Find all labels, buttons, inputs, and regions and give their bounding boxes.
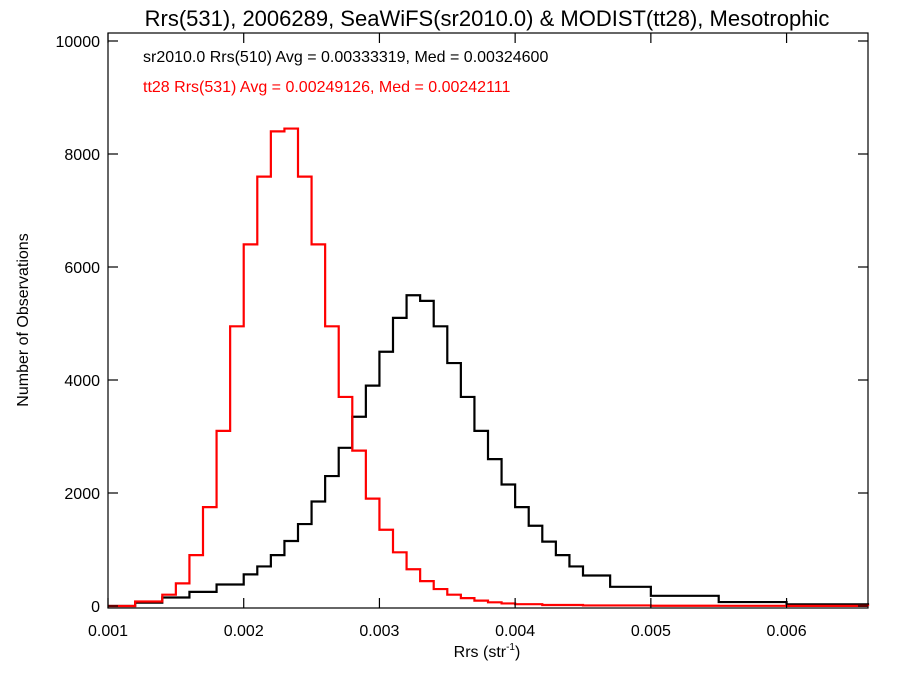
x-axis-label-main: Rrs (str (454, 644, 507, 661)
x-tick-label-2: 0.003 (359, 623, 399, 640)
x-axis-label: Rrs (str-1) (454, 642, 521, 661)
chart-title: Rrs(531), 2006289, SeaWiFS(sr2010.0) & M… (145, 6, 830, 31)
x-axis: 0.001 0.002 0.003 0.004 0.005 0.006 (88, 33, 807, 640)
x-tick-label-4: 0.005 (631, 623, 671, 640)
y-tick-label-0: 0 (91, 599, 100, 616)
series-line-1 (108, 127, 870, 608)
y-tick-label-1: 2000 (64, 486, 100, 503)
y-tick-label-2: 4000 (64, 373, 100, 390)
x-tick-label-5: 0.006 (767, 623, 807, 640)
annotation-sr2010: sr2010.0 Rrs(510) Avg = 0.00333319, Med … (143, 49, 548, 66)
x-tick-label-3: 0.004 (495, 623, 535, 640)
series-layer (108, 127, 870, 608)
x-tick-label-1: 0.002 (224, 623, 264, 640)
annotation-tt28: tt28 Rrs(531) Avg = 0.00249126, Med = 0.… (143, 79, 510, 96)
y-tick-label-4: 8000 (64, 147, 100, 164)
x-axis-label-close: ) (515, 644, 520, 661)
plot-frame (107, 32, 869, 609)
series-line-0 (108, 294, 870, 608)
y-tick-label-3: 6000 (64, 260, 100, 277)
y-tick-label-5: 10000 (56, 34, 101, 51)
x-axis-label-superscript: -1 (506, 642, 515, 653)
y-axis-label: Number of Observations (15, 233, 32, 406)
y-axis: 0 2000 4000 6000 8000 10000 (56, 34, 868, 616)
x-tick-label-0: 0.001 (88, 623, 128, 640)
